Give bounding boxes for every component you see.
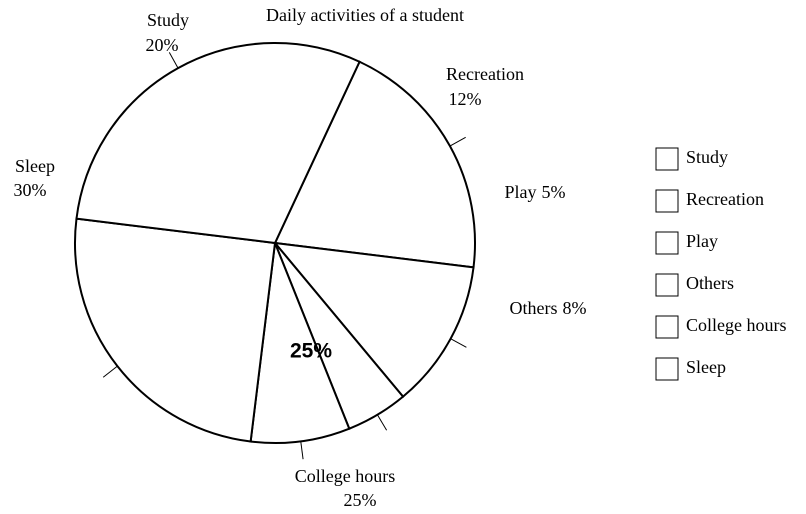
leader-line: [449, 136, 466, 147]
legend-label: Play: [686, 231, 718, 251]
pie-slice: [249, 242, 351, 444]
category-name: Study: [147, 10, 189, 30]
legend-swatch: [655, 231, 679, 255]
legend-swatch: [655, 273, 679, 297]
slice-label: Others 8%: [510, 298, 587, 318]
legend-swatch: [655, 315, 679, 339]
value-label: 5%: [542, 182, 566, 202]
chart-title: Daily activities of a student: [266, 5, 464, 25]
category-name: Sleep: [15, 156, 55, 176]
legend-swatch: [655, 357, 679, 381]
pie-slice: [273, 60, 476, 269]
legend-swatch: [655, 147, 679, 171]
value-label: 25%: [344, 490, 377, 510]
legend-label: College hours: [686, 315, 787, 335]
leader-line: [168, 52, 179, 69]
leader-line: [376, 414, 388, 431]
legend-label: Study: [686, 147, 728, 167]
pie-slice: [74, 217, 277, 443]
legend-label: Sleep: [686, 357, 726, 377]
leader-line: [450, 338, 467, 348]
value-label: 30%: [14, 180, 47, 200]
category-name: Play: [504, 182, 536, 202]
value-label: 20%: [146, 35, 179, 55]
legend-label: Others: [686, 273, 734, 293]
category-name: Recreation: [446, 64, 524, 84]
leader-line: [300, 441, 304, 460]
leader-line: [102, 365, 118, 378]
category-name: College hours: [295, 466, 396, 486]
category-name: Others: [510, 298, 558, 318]
value-label: 12%: [449, 89, 482, 109]
pie-slice: [272, 241, 475, 399]
legend-label: Recreation: [686, 189, 764, 209]
inner-value-label: 25%: [290, 340, 332, 363]
legend-swatch: [655, 189, 679, 213]
value-label: 8%: [563, 298, 587, 318]
slice-label: Play 5%: [504, 182, 565, 202]
